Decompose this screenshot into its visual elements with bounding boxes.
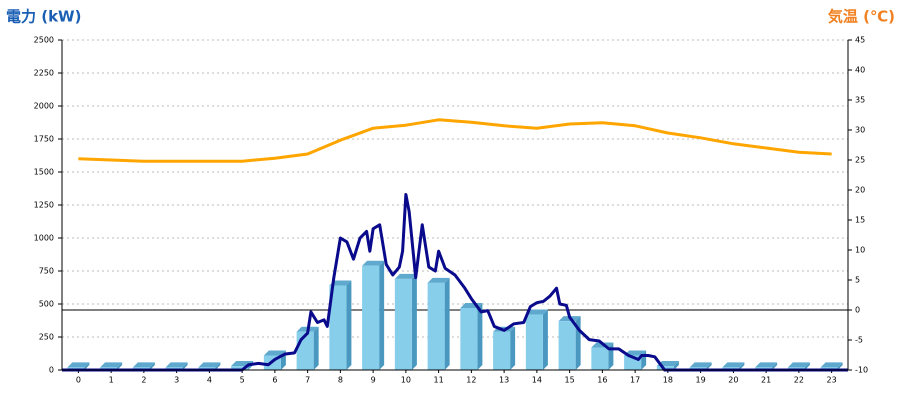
bar-top	[165, 362, 188, 368]
y-tick-label: 1250	[34, 201, 54, 210]
y-axis-title: 電力 (kW)	[6, 8, 81, 26]
x-tick-label: 21	[761, 376, 771, 385]
x-tick-label: 8	[338, 376, 343, 385]
y2-tick-label: 30	[855, 126, 865, 135]
x-tick-label: 10	[401, 376, 411, 385]
bar	[231, 366, 249, 370]
bar	[362, 265, 380, 370]
bar-side	[804, 362, 810, 370]
bar	[656, 366, 674, 370]
bar-top	[329, 280, 352, 286]
y-tick-label: 1750	[34, 135, 54, 144]
bar-side	[346, 280, 352, 370]
bar-top	[67, 362, 90, 368]
bar-top	[132, 362, 155, 368]
y-tick-label: 500	[39, 300, 54, 309]
x-tick-label: 5	[240, 376, 245, 385]
bar-top	[689, 362, 712, 368]
bar-top	[263, 350, 286, 356]
y2-tick-label: -10	[855, 366, 868, 375]
y2-tick-label: 25	[855, 156, 865, 165]
bar-side	[477, 302, 483, 370]
x-tick-label: 4	[207, 376, 212, 385]
bar	[460, 307, 478, 370]
x-tick-label: 7	[305, 376, 310, 385]
bar-side	[444, 277, 450, 370]
y2-tick-label: 10	[855, 246, 865, 255]
y-tick-label: 2000	[34, 102, 54, 111]
bar-top	[525, 309, 548, 315]
x-tick-label: 6	[272, 376, 277, 385]
bar-side	[215, 362, 221, 370]
line	[62, 192, 848, 372]
x-tick-label: 23	[827, 376, 837, 385]
x-tick-label: 20	[728, 376, 738, 385]
y-tick-label: 1000	[34, 234, 54, 243]
bar	[591, 347, 609, 370]
bar-side	[510, 326, 516, 370]
bar	[394, 278, 412, 370]
y2-axis-title: 気温 (℃)	[828, 8, 895, 26]
x-tick-label: 17	[630, 376, 640, 385]
bar-side	[313, 326, 319, 370]
bar	[329, 285, 347, 370]
x-tick-label: 11	[434, 376, 444, 385]
bar-top	[755, 362, 778, 368]
x-tick-label: 13	[499, 376, 509, 385]
x-tick-label: 0	[76, 376, 81, 385]
y-tick-label: 2250	[34, 69, 54, 78]
bar-top	[198, 362, 221, 368]
line	[78, 118, 832, 163]
y2-tick-label: 15	[855, 216, 865, 225]
bar-side	[182, 362, 188, 370]
bar-side	[379, 260, 385, 370]
y-tick-label: 1500	[34, 168, 54, 177]
bar-side	[411, 273, 417, 370]
x-tick-label: 14	[532, 376, 542, 385]
x-tick-label: 3	[174, 376, 179, 385]
bar-top	[787, 362, 810, 368]
x-tick-label: 22	[794, 376, 804, 385]
bar-side	[84, 362, 90, 370]
bar-side	[837, 362, 843, 370]
y2-tick-label: 5	[855, 276, 860, 285]
bar-top	[394, 273, 417, 279]
y2-tick-label: -5	[855, 336, 863, 345]
bar	[427, 282, 445, 370]
y-tick-label: 0	[49, 366, 54, 375]
y2-tick-label: 45	[855, 36, 865, 45]
bar-side	[117, 362, 123, 370]
x-tick-label: 12	[466, 376, 476, 385]
bar-side	[149, 362, 155, 370]
y-tick-label: 750	[39, 267, 54, 276]
bar-side	[739, 362, 745, 370]
bar-top	[624, 350, 647, 356]
x-tick-label: 16	[597, 376, 607, 385]
x-tick-label: 19	[696, 376, 706, 385]
y2-tick-label: 35	[855, 96, 865, 105]
x-tick-label: 15	[565, 376, 575, 385]
y2-tick-label: 20	[855, 186, 865, 195]
y2-tick-label: 0	[855, 306, 860, 315]
y-tick-label: 250	[39, 333, 54, 342]
bar	[493, 331, 511, 370]
bar-side	[772, 362, 778, 370]
bar-top	[820, 362, 843, 368]
bar-side	[706, 362, 712, 370]
y2-tick-label: 40	[855, 66, 865, 75]
x-tick-label: 18	[663, 376, 673, 385]
x-tick-label: 1	[109, 376, 114, 385]
x-tick-label: 9	[371, 376, 376, 385]
y-tick-label: 2500	[34, 36, 54, 45]
bar-top	[100, 362, 123, 368]
bar-top	[427, 277, 450, 283]
x-tick-label: 2	[141, 376, 146, 385]
bar	[558, 321, 576, 370]
bar-top	[362, 260, 385, 266]
bar	[525, 314, 543, 370]
bar-top	[722, 362, 745, 368]
bar-side	[673, 361, 679, 370]
bar-side	[542, 309, 548, 370]
